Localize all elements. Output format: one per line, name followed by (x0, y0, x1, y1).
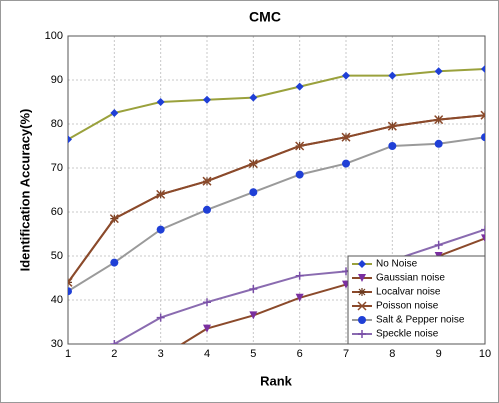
marker (248, 159, 258, 169)
marker (481, 133, 485, 142)
marker (249, 188, 258, 197)
plot-content (68, 65, 485, 344)
x-tick-label: 1 (65, 348, 71, 360)
x-tick-label: 9 (436, 348, 442, 360)
marker (357, 301, 367, 311)
marker (156, 313, 165, 322)
x-axis-label: Rank (260, 373, 293, 388)
marker (109, 214, 119, 224)
y-tick-label: 60 (51, 206, 63, 218)
marker (388, 142, 397, 150)
series-line (68, 68, 485, 141)
x-tick-label: 4 (204, 348, 210, 360)
y-tick-label: 80 (51, 118, 63, 130)
marker (342, 71, 350, 80)
x-tick-label: 7 (343, 348, 349, 360)
x-tick-label: 2 (111, 348, 117, 360)
series-line (68, 114, 485, 283)
marker (156, 98, 165, 106)
marker (203, 324, 211, 333)
marker (110, 258, 119, 267)
y-tick-label: 70 (51, 162, 63, 174)
marker (342, 159, 350, 168)
legend-label: Poisson noise (376, 301, 439, 312)
x-tick-label: 10 (479, 348, 491, 360)
marker (202, 176, 212, 186)
marker (358, 260, 366, 268)
legend-label: Speckle noise (376, 329, 439, 340)
series-line (68, 136, 485, 293)
marker (203, 95, 211, 104)
marker (358, 316, 366, 324)
marker (481, 234, 485, 243)
marker (358, 288, 366, 296)
x-tick-label: 5 (250, 348, 256, 360)
marker (249, 93, 258, 102)
marker (387, 121, 397, 131)
y-tick-label: 40 (51, 294, 63, 306)
marker (358, 330, 366, 338)
marker (249, 285, 258, 293)
legend-label: Salt & Pepper noise (376, 315, 465, 326)
x-tick-label: 8 (389, 348, 395, 360)
y-axis-label: Identification Accuracy(%) (17, 109, 32, 272)
marker (434, 115, 444, 125)
marker (295, 271, 304, 280)
legend-label: Localvar noise (376, 287, 441, 298)
y-tick-label: 30 (51, 338, 63, 350)
marker (434, 139, 443, 148)
marker (68, 287, 72, 296)
marker (480, 110, 485, 120)
marker (295, 82, 304, 91)
marker (68, 135, 72, 144)
marker (295, 170, 304, 179)
legend-label: Gaussian noise (376, 273, 445, 284)
chart-title: CMC (249, 9, 281, 25)
marker (156, 225, 165, 234)
marker (481, 225, 485, 234)
marker (156, 189, 166, 199)
x-tick-label: 6 (297, 348, 303, 360)
marker (249, 311, 258, 320)
marker (358, 274, 366, 282)
marker (203, 205, 211, 214)
marker (110, 340, 119, 344)
x-tick-label: 3 (158, 348, 164, 360)
marker (434, 67, 443, 76)
marker (295, 141, 305, 151)
plot-border (67, 35, 486, 345)
marker (481, 65, 485, 73)
y-tick-label: 90 (51, 74, 63, 86)
marker (203, 298, 211, 307)
marker (388, 71, 397, 80)
marker (341, 132, 351, 142)
legend-box (347, 255, 486, 345)
marker (295, 293, 304, 302)
marker (434, 241, 443, 249)
y-tick-label: 100 (45, 30, 63, 42)
series-line (112, 228, 485, 344)
marker (110, 109, 119, 117)
legend-label: No Noise (376, 259, 418, 270)
y-tick-label: 50 (51, 250, 63, 262)
marker (68, 277, 73, 287)
